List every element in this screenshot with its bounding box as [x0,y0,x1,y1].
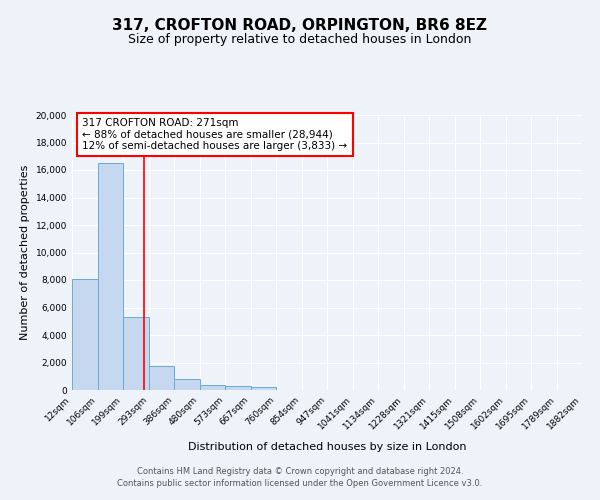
Bar [225,386,251,390]
Text: Size of property relative to detached houses in London: Size of property relative to detached ho… [128,32,472,46]
X-axis label: Distribution of detached houses by size in London: Distribution of detached houses by size … [188,442,466,452]
Text: 317 CROFTON ROAD: 271sqm
← 88% of detached houses are smaller (28,944)
12% of se: 317 CROFTON ROAD: 271sqm ← 88% of detach… [82,118,347,151]
Text: Contains public sector information licensed under the Open Government Licence v3: Contains public sector information licen… [118,478,482,488]
Bar [174,379,199,390]
Text: Contains HM Land Registry data © Crown copyright and database right 2024.: Contains HM Land Registry data © Crown c… [137,467,463,476]
Text: 317, CROFTON ROAD, ORPINGTON, BR6 8EZ: 317, CROFTON ROAD, ORPINGTON, BR6 8EZ [113,18,487,32]
Bar [149,366,174,390]
Y-axis label: Number of detached properties: Number of detached properties [20,165,30,340]
Bar [251,387,276,390]
Bar [72,278,97,390]
Bar [97,163,123,390]
Bar [123,317,149,390]
Bar [199,385,225,390]
